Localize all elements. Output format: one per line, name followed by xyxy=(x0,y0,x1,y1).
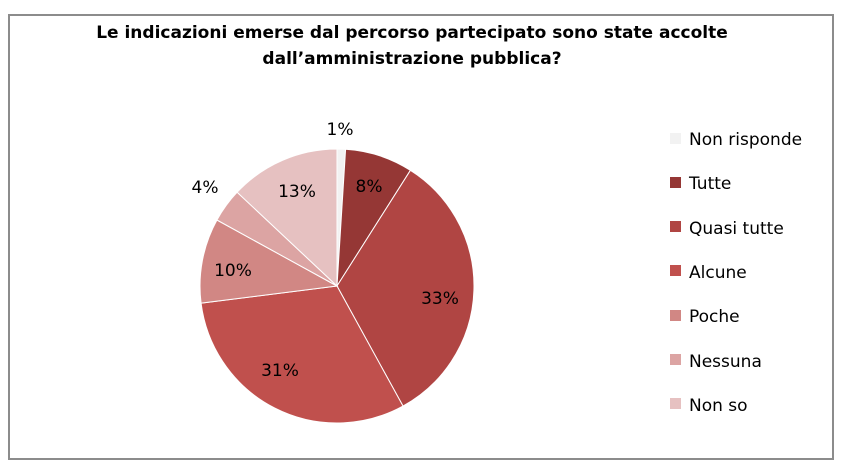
legend-swatch xyxy=(670,265,681,277)
legend-swatch xyxy=(670,176,681,188)
legend-label: Poche xyxy=(689,307,740,328)
pie-slice-non-so xyxy=(236,148,338,288)
legend-label: Alcune xyxy=(689,262,747,283)
legend-swatch xyxy=(670,309,681,321)
pie-slice-poche xyxy=(199,219,339,304)
slice-label-quasi-tutte: 33% xyxy=(421,289,459,309)
legend-item-poche: Poche xyxy=(670,305,740,329)
slice-label-non-risponde: 1% xyxy=(327,120,354,140)
legend-item-quasi-tutte: Quasi tutte xyxy=(670,217,784,241)
legend-swatch xyxy=(670,132,681,144)
legend-item-non-so: Non so xyxy=(670,394,748,418)
legend-swatch xyxy=(670,354,681,365)
legend-item-alcune: Alcune xyxy=(670,261,747,285)
legend-item-non-risponde: Non risponde xyxy=(670,128,802,152)
chart-title-line-2: dall’amministrazione pubblica? xyxy=(262,49,562,69)
chart-title-line-1: Le indicazioni emerse dal percorso parte… xyxy=(96,23,728,43)
legend-swatch xyxy=(670,398,681,410)
legend-label: Non risponde xyxy=(689,130,803,150)
slice-label-poche: 10% xyxy=(214,261,252,281)
legend-label: Quasi tutte xyxy=(689,218,784,239)
legend-item-nessuna: Nessuna xyxy=(670,350,762,374)
slice-label-non-so: 13% xyxy=(278,182,316,202)
legend-item-tutte: Tutte xyxy=(670,172,731,196)
legend-swatch xyxy=(670,221,681,233)
pie-slice-alcune xyxy=(200,285,404,424)
slice-label-nessuna: 4% xyxy=(192,178,219,198)
pie-slice-quasi-tutte xyxy=(336,169,475,407)
legend-label: Non so xyxy=(689,395,748,416)
chart-title: Le indicazioni emerse dal percorso parte… xyxy=(40,20,784,72)
slice-label-tutte: 8% xyxy=(356,177,383,197)
legend-label: Tutte xyxy=(689,174,732,195)
legend-label: Nessuna xyxy=(689,351,762,372)
slice-label-alcune: 31% xyxy=(261,361,299,381)
